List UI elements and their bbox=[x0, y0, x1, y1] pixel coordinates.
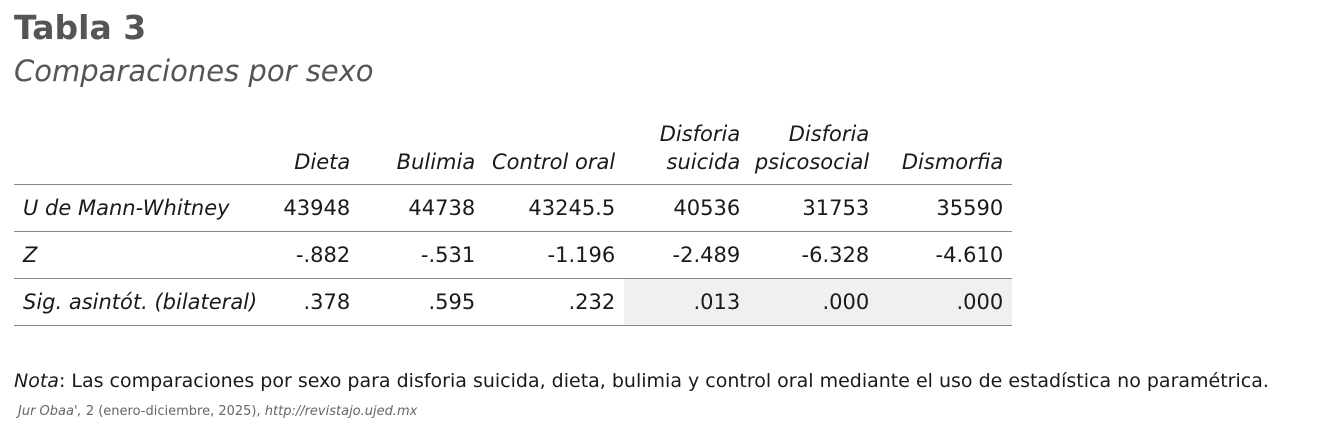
column-header: Disforia psicosocial bbox=[749, 120, 879, 185]
header-line: suicida bbox=[666, 150, 741, 174]
cell: .013 bbox=[624, 278, 750, 326]
cell: -6.328 bbox=[749, 231, 879, 279]
cell: .000 bbox=[878, 278, 1013, 326]
column-header: Bulimia bbox=[359, 120, 485, 185]
cell: .378 bbox=[266, 278, 360, 326]
data-table: Dieta Bulimia Control oral Disforia suicida D… bbox=[14, 120, 1013, 326]
note-label: Nota bbox=[14, 370, 59, 392]
header-line: Dismorfia bbox=[901, 150, 1004, 174]
table-row: U de Mann-Whitney 43948 44738 43245.5 40536 3… bbox=[14, 184, 1013, 232]
column-header: Control oral bbox=[484, 120, 625, 185]
cell: 35590 bbox=[878, 184, 1013, 232]
header-line: Bulimia bbox=[396, 150, 476, 174]
cell: .000 bbox=[749, 278, 879, 326]
cell: .232 bbox=[484, 278, 625, 326]
note-text: : Las comparaciones por sexo para disfor… bbox=[58, 370, 1269, 392]
journal: Jur Obaa', bbox=[18, 404, 82, 419]
note: Nota: Las comparaciones por sexo para di… bbox=[14, 370, 1269, 392]
header-line: psicosocial bbox=[754, 150, 870, 174]
cell: 31753 bbox=[749, 184, 879, 232]
column-header: Dismorfia bbox=[878, 120, 1013, 185]
row-label: U de Mann-Whitney bbox=[14, 184, 267, 232]
footer: Jur Obaa', 2 (enero-diciembre, 2025), ht… bbox=[18, 404, 417, 419]
url: http://revistajo.ujed.mx bbox=[264, 404, 418, 419]
cell: 43245.5 bbox=[484, 184, 625, 232]
issue: 2 (enero-diciembre, 2025), bbox=[81, 404, 265, 419]
header-line: Control oral bbox=[491, 150, 616, 174]
cell: -2.489 bbox=[624, 231, 750, 279]
cell: -4.610 bbox=[878, 231, 1013, 279]
table-row: Z -.882 -.531 -1.196 -2.489 -6.328 -4.610 bbox=[14, 231, 1013, 279]
table-body: U de Mann-Whitney 43948 44738 43245.5 40536 3… bbox=[14, 184, 1013, 326]
table-title: Tabla 3 bbox=[14, 8, 147, 47]
row-label: Sig. asintót. (bilateral) bbox=[14, 278, 267, 326]
cell: 44738 bbox=[359, 184, 485, 232]
cell: -.531 bbox=[359, 231, 485, 279]
cell: .595 bbox=[359, 278, 485, 326]
cell: -.882 bbox=[266, 231, 360, 279]
header-line: Disforia bbox=[659, 122, 741, 146]
header-line: Dieta bbox=[294, 150, 351, 174]
header-row: Dieta Bulimia Control oral Disforia suicida D… bbox=[14, 120, 1013, 185]
header-line: Disforia bbox=[788, 122, 870, 146]
table-subtitle: Comparaciones por sexo bbox=[14, 54, 374, 88]
cell: -1.196 bbox=[484, 231, 625, 279]
table-row: Sig. asintót. (bilateral) .378.595.232.01… bbox=[14, 278, 1013, 326]
cell: 40536 bbox=[624, 184, 750, 232]
column-header: Disforia suicida bbox=[624, 120, 750, 185]
column-header: Dieta bbox=[266, 120, 360, 185]
corner-cell bbox=[14, 120, 267, 185]
row-label: Z bbox=[14, 231, 267, 279]
cell: 43948 bbox=[266, 184, 360, 232]
